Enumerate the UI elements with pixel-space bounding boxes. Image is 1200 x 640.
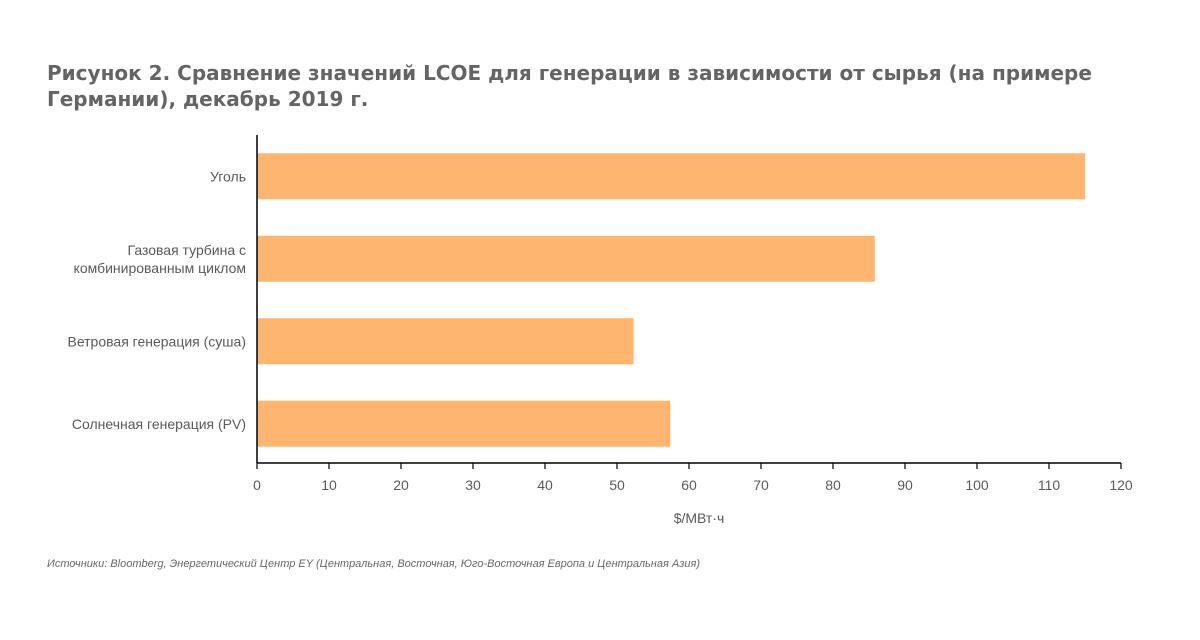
x-axis-title: $/МВт·ч — [674, 510, 725, 526]
chart-title: Рисунок 2. Сравнение значений LCOE для г… — [47, 61, 1092, 111]
x-tick-label-7: 70 — [753, 477, 769, 493]
x-tick-label-1: 10 — [321, 477, 337, 493]
x-ticks: 0 10 20 30 40 50 60 70 80 90 100 110 120 — [253, 463, 1133, 493]
category-label-0: Уголь — [210, 168, 246, 184]
x-tick-label-0: 0 — [253, 477, 261, 493]
x-tick-label-4: 40 — [537, 477, 553, 493]
x-tick-label-9: 90 — [897, 477, 913, 493]
x-tick-label-11: 110 — [1038, 477, 1061, 493]
category-label-3: Солнечная генерация (PV) — [72, 416, 246, 432]
x-tick-label-8: 80 — [825, 477, 841, 493]
bar-2 — [257, 318, 634, 365]
x-tick-label-6: 60 — [681, 477, 697, 493]
bar-3 — [257, 400, 671, 447]
x-tick-label-12: 120 — [1109, 477, 1133, 493]
category-labels: Уголь Газовая турбина с комбинированным ци… — [67, 168, 246, 432]
bar-0 — [257, 153, 1085, 200]
x-tick-label-2: 20 — [393, 477, 409, 493]
x-tick-label-3: 30 — [465, 477, 481, 493]
category-label-1: Газовая турбина с комбинированным циклом — [74, 242, 246, 276]
bars-group — [257, 153, 1085, 447]
bar-1 — [257, 235, 875, 282]
category-label-2: Ветровая генерация (суша) — [67, 333, 246, 349]
x-tick-label-5: 50 — [609, 477, 625, 493]
source-note: Источники: Bloomberg, Энергетический Цен… — [47, 558, 701, 570]
x-tick-label-10: 100 — [965, 477, 989, 493]
